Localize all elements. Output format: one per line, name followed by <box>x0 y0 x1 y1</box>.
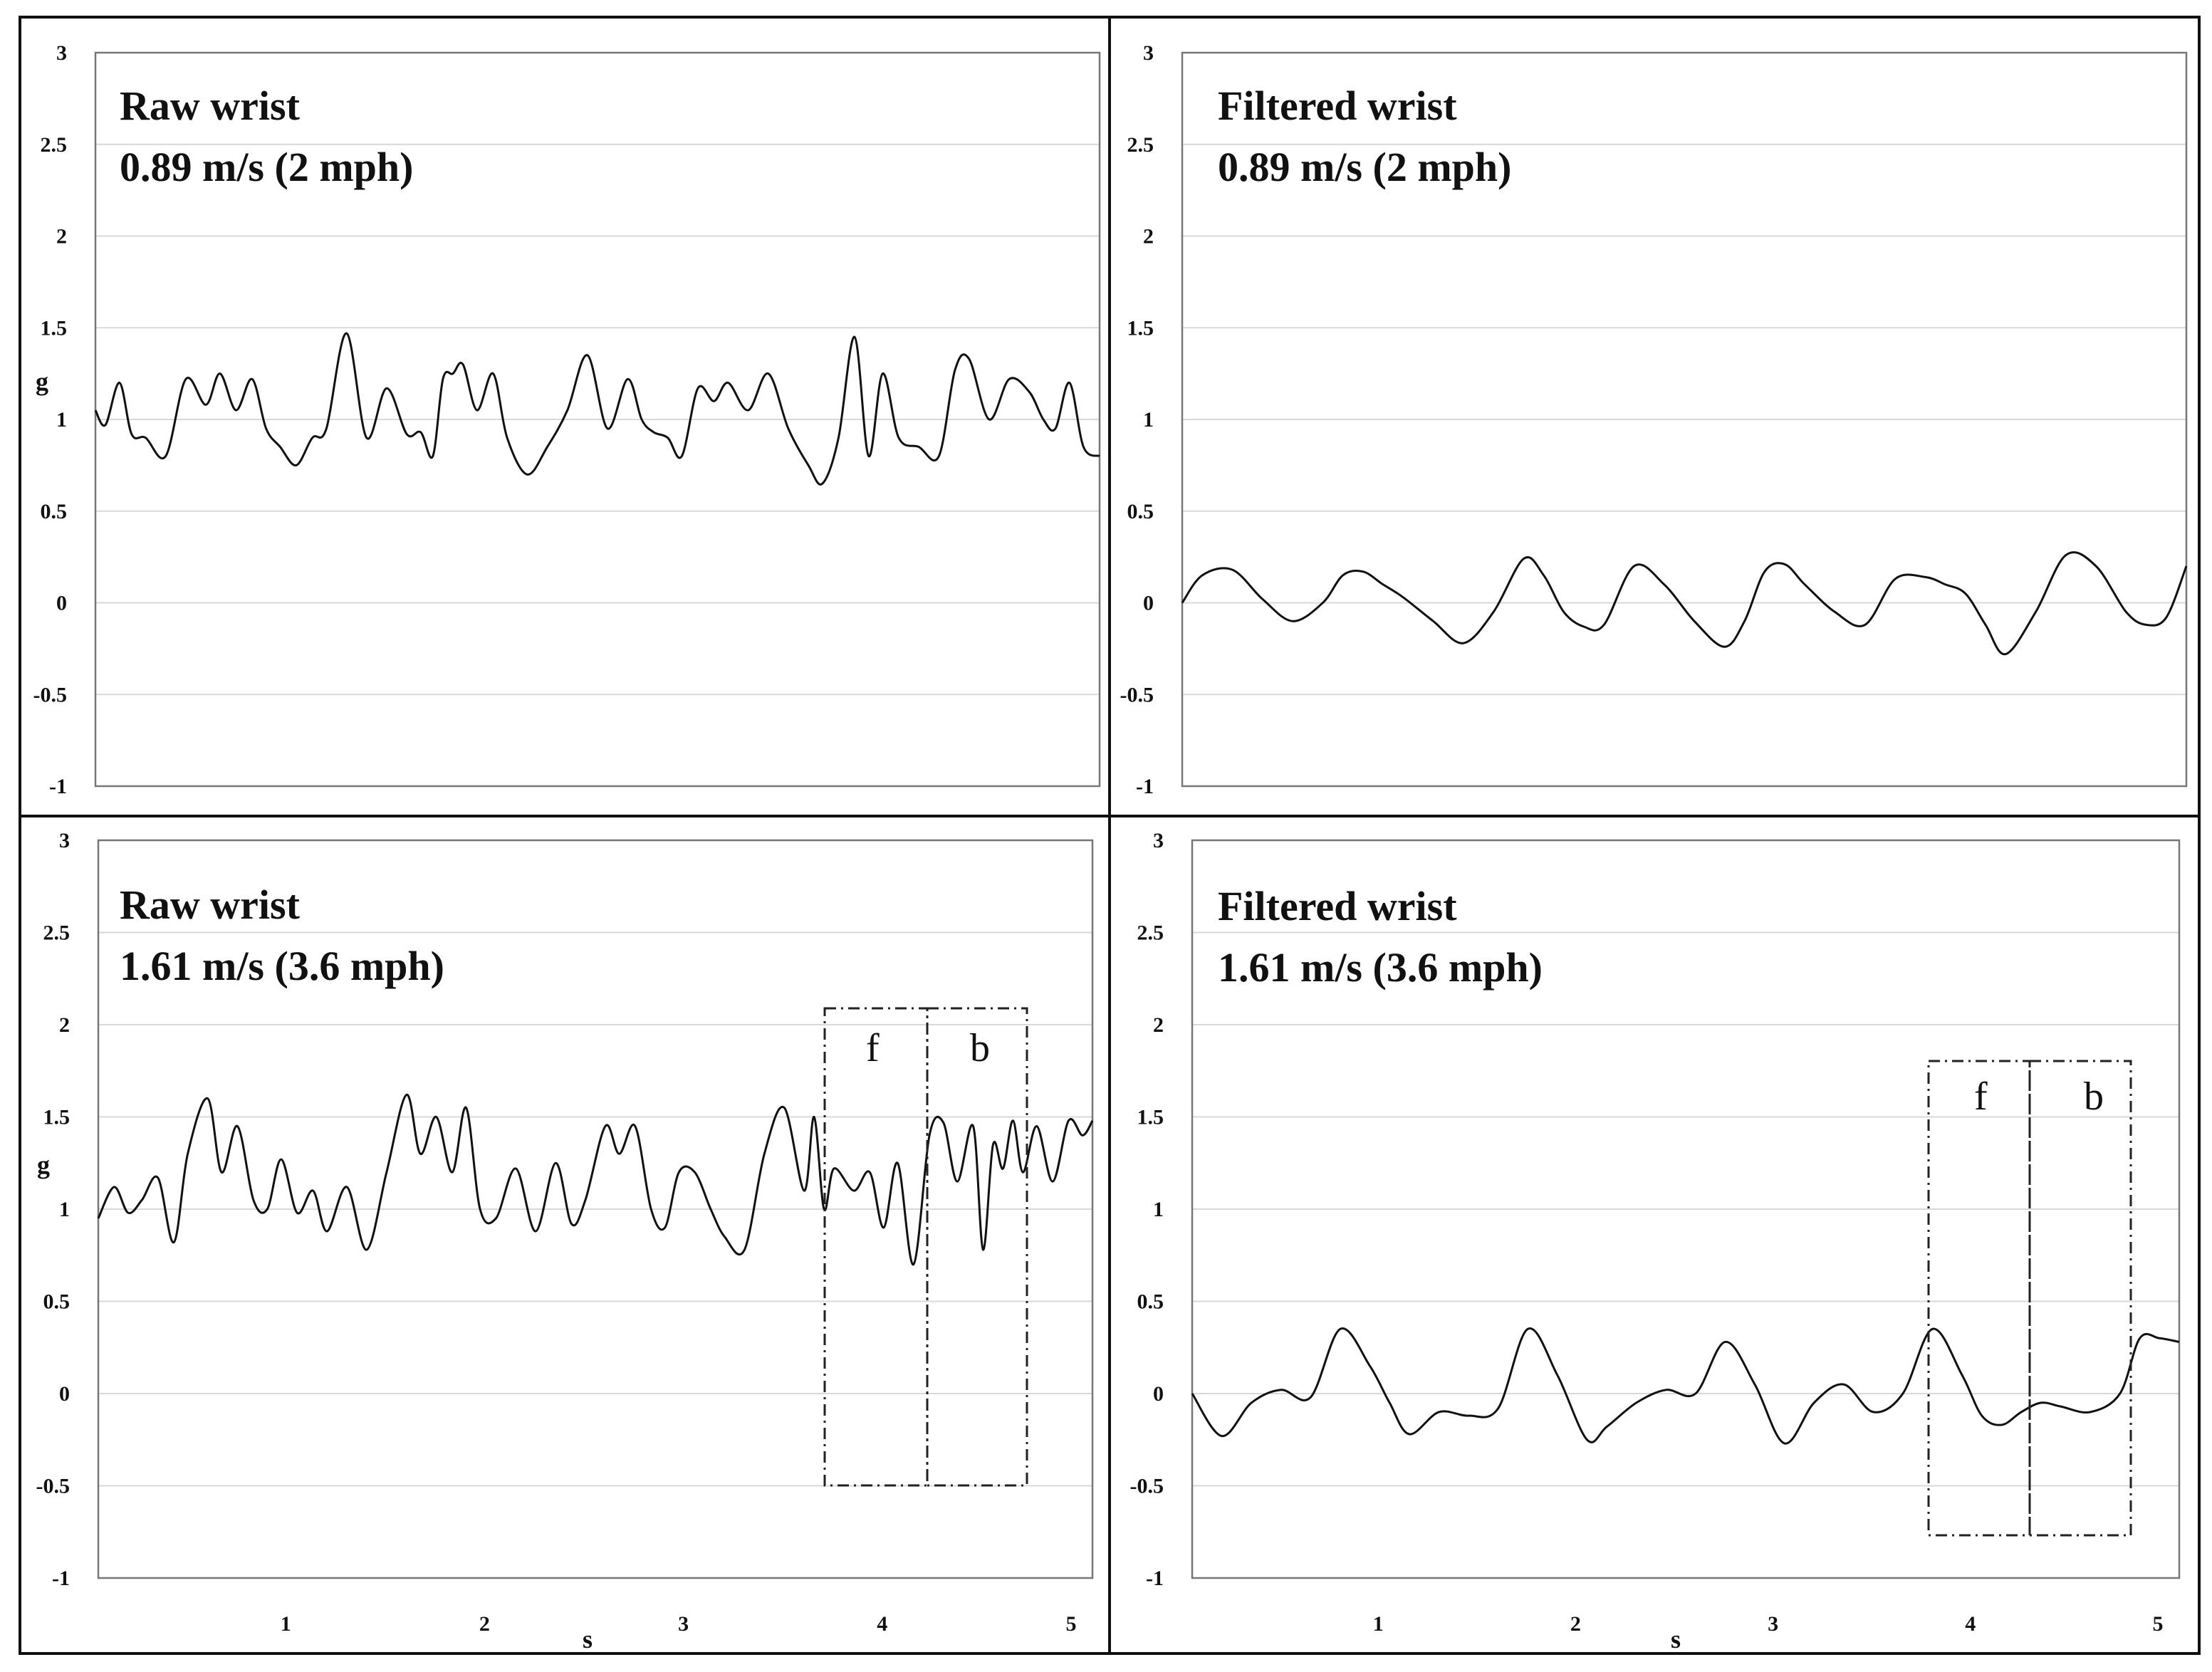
chart-filtered-wrist-slow: 3 2.5 2 1.5 1 0.5 0 -0.5 -1 Filtered wrist 0.89 … <box>1120 41 2188 798</box>
backward-swing-box <box>2028 1060 2132 1537</box>
y-tick-label: -1 <box>1136 775 1154 798</box>
y-tick-label: -1 <box>49 775 67 798</box>
y-tick-label: 2.5 <box>41 133 68 157</box>
backward-swing-box <box>926 1007 1028 1487</box>
chart-filtered-wrist-fast: 3 2.5 2 1.5 1 0.5 0 -0.5 -1 1 2 3 4 5 Filtered wrist… <box>1130 829 2181 1653</box>
y-tick-label: 1 <box>1153 1198 1164 1221</box>
chart-title: Raw wrist <box>120 83 301 129</box>
x-tick-label: 3 <box>678 1612 689 1636</box>
y-tick-label: 0.5 <box>1137 1290 1164 1314</box>
y-tick-label: -0.5 <box>1120 683 1154 706</box>
y-axis-label: g <box>36 367 48 396</box>
chart-title: Filtered wrist <box>1218 83 1457 129</box>
panel-border-bottom-left <box>19 815 1111 1655</box>
series-line <box>94 332 1100 486</box>
y-tick-labels: 3 2.5 2 1.5 1 0.5 0 -0.5 -1 <box>1120 41 1154 798</box>
y-tick-label: -0.5 <box>36 1475 71 1498</box>
chart-title: Raw wrist <box>120 882 301 928</box>
x-tick-label: 4 <box>1965 1612 1976 1636</box>
y-tick-label: -0.5 <box>1130 1475 1164 1498</box>
y-tick-label: 1 <box>1143 408 1154 432</box>
y-tick-label: 0 <box>1153 1382 1164 1406</box>
y-tick-label: 2 <box>59 1013 70 1037</box>
series-line <box>1191 1327 2180 1445</box>
chart-subtitle: 1.61 m/s (3.6 mph) <box>120 943 444 989</box>
plot-area <box>1181 51 2188 788</box>
x-tick-labels: 1 2 3 4 5 <box>281 1612 1077 1636</box>
y-tick-label: 2 <box>1153 1013 1164 1037</box>
y-tick-label: 2 <box>56 225 67 249</box>
y-tick-labels: 3 2.5 2 1.5 1 0.5 0 -0.5 -1 <box>36 829 71 1590</box>
y-tick-label: 1 <box>56 408 67 432</box>
y-tick-label: 0 <box>1143 592 1154 615</box>
grid-lines <box>1182 143 2186 696</box>
y-tick-label: 2.5 <box>1127 133 1154 157</box>
chart-subtitle: 0.89 m/s (2 mph) <box>1218 144 1511 190</box>
y-tick-label: 3 <box>1153 829 1164 852</box>
y-tick-label: 3 <box>56 41 67 65</box>
x-axis-label: s <box>1671 1625 1681 1653</box>
plot-area <box>97 839 1094 1579</box>
y-tick-label: 0 <box>56 592 67 615</box>
backward-swing-label: b <box>970 1026 990 1070</box>
y-tick-label: -0.5 <box>33 683 68 706</box>
chart-raw-wrist-slow: 3 2.5 2 1.5 1 0.5 0 -0.5 -1 g Raw wrist 0.89 m/s… <box>33 41 1101 798</box>
forward-swing-box <box>823 1007 929 1487</box>
forward-swing-label: f <box>1974 1075 1988 1119</box>
y-tick-label: 1.5 <box>1127 316 1154 340</box>
x-axis-label: s <box>583 1625 593 1653</box>
backward-swing-label: b <box>2084 1075 2104 1119</box>
grid-lines <box>98 931 1092 1487</box>
y-tick-label: 3 <box>59 829 70 852</box>
y-tick-label: 2 <box>1143 225 1154 249</box>
y-tick-label: 2.5 <box>1137 921 1164 945</box>
x-tick-label: 5 <box>1066 1612 1077 1636</box>
chart-title: Filtered wrist <box>1218 883 1457 929</box>
chart-subtitle: 1.61 m/s (3.6 mph) <box>1218 944 1543 991</box>
x-tick-label: 2 <box>1570 1612 1581 1636</box>
y-tick-label: -1 <box>1146 1567 1164 1590</box>
x-tick-labels: 1 2 3 4 5 <box>1373 1612 2164 1636</box>
y-tick-label: 2.5 <box>43 921 71 945</box>
y-tick-labels: 3 2.5 2 1.5 1 0.5 0 -0.5 -1 <box>1130 829 1164 1590</box>
y-tick-label: 1.5 <box>43 1106 71 1129</box>
y-axis-label: g <box>37 1151 50 1179</box>
plot-area <box>1191 839 2181 1579</box>
y-tick-label: 1 <box>59 1198 70 1221</box>
y-tick-label: 0.5 <box>1127 500 1154 523</box>
panel-border-top-right <box>1108 16 2201 817</box>
y-tick-label: 0.5 <box>43 1290 71 1314</box>
grid-lines <box>1192 931 2179 1487</box>
chart-raw-wrist-fast: 3 2.5 2 1.5 1 0.5 0 -0.5 -1 1 2 3 4 5 g Raw wrist 1.… <box>36 829 1094 1653</box>
forward-swing-label: f <box>866 1026 880 1070</box>
y-tick-label: 0.5 <box>41 500 68 523</box>
x-tick-label: 3 <box>1768 1612 1778 1636</box>
x-tick-label: 1 <box>1373 1612 1384 1636</box>
y-tick-label: 1.5 <box>1137 1106 1164 1129</box>
y-tick-label: 1.5 <box>41 316 68 340</box>
x-tick-label: 4 <box>877 1612 887 1636</box>
grid-lines <box>95 143 1100 696</box>
x-tick-label: 2 <box>479 1612 490 1636</box>
series-line <box>97 1093 1094 1266</box>
plot-area <box>94 51 1101 788</box>
y-tick-label: 0 <box>59 1382 70 1406</box>
forward-swing-box <box>1927 1060 2031 1537</box>
y-tick-label: 3 <box>1143 41 1154 65</box>
x-tick-label: 1 <box>281 1612 291 1636</box>
chart-subtitle: 0.89 m/s (2 mph) <box>120 144 413 190</box>
y-tick-labels: 3 2.5 2 1.5 1 0.5 0 -0.5 -1 <box>33 41 68 798</box>
x-tick-label: 5 <box>2153 1612 2164 1636</box>
panel-border-bottom-right <box>1108 815 2201 1655</box>
y-tick-label: -1 <box>52 1567 70 1590</box>
series-line <box>1181 551 2188 656</box>
